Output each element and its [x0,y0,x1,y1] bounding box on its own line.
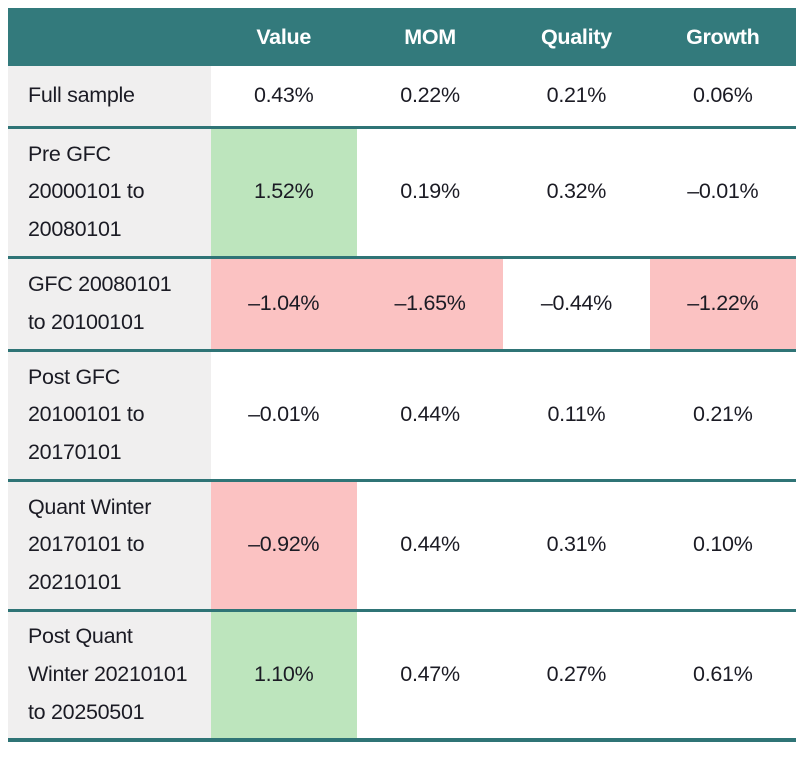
cell-mom: 0.44% [356,480,504,610]
row-label: Quant Winter 20170101 to 20210101 [8,480,211,610]
cell-quality: 0.11% [503,350,650,480]
cell-value: –0.92% [210,480,357,610]
column-header-quality: Quality [503,8,650,66]
cell-mom: 0.47% [356,610,504,740]
cell-growth: –1.22% [649,257,796,350]
table-body: Full sample 0.43% 0.22% 0.21% 0.06% Pre … [8,66,796,740]
header-corner-cell [8,8,211,66]
cell-growth: 0.10% [649,480,796,610]
cell-mom: 0.22% [356,66,504,127]
cell-quality: 0.27% [503,610,650,740]
cell-quality: 0.21% [503,66,650,127]
column-header-growth: Growth [649,8,796,66]
cell-growth: 0.61% [649,610,796,740]
table-row-gfc: GFC 20080101 to 20100101 –1.04% –1.65% –… [8,257,796,350]
cell-quality: 0.32% [503,127,650,257]
cell-mom: 0.19% [356,127,504,257]
cell-mom: –1.65% [356,257,504,350]
table-row-post-quant-winter: Post Quant Winter 20210101 to 20250501 1… [8,610,796,740]
header-row: Value MOM Quality Growth [8,8,796,66]
row-label: GFC 20080101 to 20100101 [8,257,211,350]
cell-value: 1.10% [210,610,357,740]
row-label: Pre GFC 20000101 to 20080101 [8,127,211,257]
row-label: Full sample [8,66,211,127]
cell-growth: 0.06% [649,66,796,127]
factor-performance-table: Value MOM Quality Growth Full sample 0.4… [8,8,796,742]
cell-growth: 0.21% [649,350,796,480]
table-row-full-sample: Full sample 0.43% 0.22% 0.21% 0.06% [8,66,796,127]
cell-value: 0.43% [210,66,357,127]
table-row-pre-gfc: Pre GFC 20000101 to 20080101 1.52% 0.19%… [8,127,796,257]
cell-quality: –0.44% [503,257,650,350]
cell-growth: –0.01% [649,127,796,257]
row-label: Post GFC 20100101 to 20170101 [8,350,211,480]
column-header-value: Value [210,8,357,66]
table-row-post-gfc: Post GFC 20100101 to 20170101 –0.01% 0.4… [8,350,796,480]
cell-value: –1.04% [210,257,357,350]
table-header: Value MOM Quality Growth [8,8,796,66]
column-header-mom: MOM [356,8,504,66]
cell-mom: 0.44% [356,350,504,480]
row-label: Post Quant Winter 20210101 to 20250501 [8,610,211,740]
table-row-quant-winter: Quant Winter 20170101 to 20210101 –0.92%… [8,480,796,610]
cell-quality: 0.31% [503,480,650,610]
cell-value: –0.01% [210,350,357,480]
cell-value: 1.52% [210,127,357,257]
